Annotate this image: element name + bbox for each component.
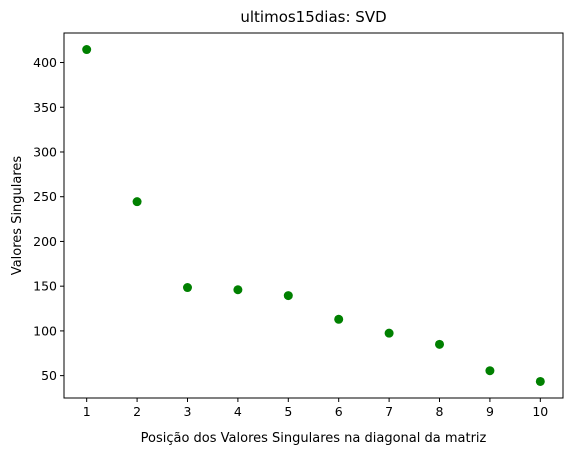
x-tick-label: 9 xyxy=(486,404,494,419)
x-tick-label: 4 xyxy=(234,404,242,419)
scatter-point xyxy=(82,45,92,55)
scatter-point xyxy=(283,291,293,301)
scatter-point xyxy=(435,339,445,349)
scatter-point xyxy=(233,285,243,295)
x-tick-label: 2 xyxy=(133,404,141,419)
scatter-point xyxy=(485,366,495,376)
scatter-point xyxy=(384,328,394,338)
scatter-point xyxy=(182,283,192,293)
scatter-point xyxy=(132,197,142,207)
x-tick-label: 8 xyxy=(436,404,444,419)
y-tick-label: 350 xyxy=(33,100,57,115)
chart-title: ultimos15dias: SVD xyxy=(240,8,386,26)
x-tick-label: 1 xyxy=(83,404,91,419)
y-tick-label: 150 xyxy=(33,279,57,294)
x-tick-label: 6 xyxy=(335,404,343,419)
x-tick-label: 7 xyxy=(385,404,393,419)
x-tick-label: 3 xyxy=(184,404,192,419)
scatter-point xyxy=(535,376,545,386)
x-tick-label: 5 xyxy=(284,404,292,419)
y-tick-label: 400 xyxy=(33,55,57,70)
y-tick-label: 300 xyxy=(33,144,57,159)
plot-area-frame xyxy=(63,32,564,399)
y-tick-label: 250 xyxy=(33,189,57,204)
x-tick-label: 10 xyxy=(532,404,548,419)
y-tick-label: 50 xyxy=(41,368,57,383)
y-tick-label: 100 xyxy=(33,323,57,338)
x-axis-title: Posição dos Valores Singulares na diagon… xyxy=(141,431,487,446)
y-tick-label: 200 xyxy=(33,234,57,249)
y-axis-title: Valores Singulares xyxy=(10,156,25,276)
scatter-point xyxy=(334,314,344,324)
